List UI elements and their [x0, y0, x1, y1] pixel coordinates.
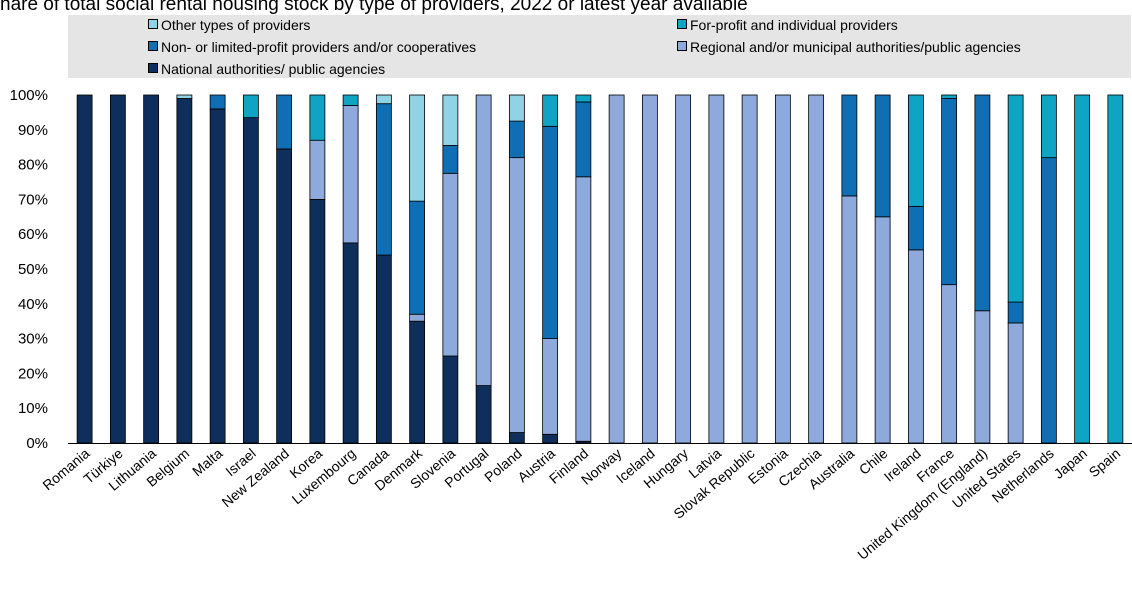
bar-segment	[808, 94, 825, 444]
bar-segment	[508, 120, 525, 159]
y-tick-label: 100%	[10, 87, 48, 104]
bar-segment	[542, 94, 559, 127]
bar-segment	[176, 94, 193, 99]
bar-segment	[1040, 94, 1057, 159]
y-tick-label: 50%	[18, 261, 48, 278]
bar-segment	[375, 94, 392, 105]
legend-swatch-regional	[677, 41, 687, 51]
bar-segment	[1007, 301, 1024, 324]
bar-segment	[409, 200, 426, 315]
legend-label-national: National authorities/ public agencies	[161, 61, 386, 77]
legend-swatch-national	[148, 63, 158, 73]
bar-segment	[409, 94, 426, 202]
bar-segment	[475, 385, 492, 444]
bar-segment	[342, 94, 359, 106]
bar-segment	[1040, 157, 1057, 444]
bar-segment	[641, 94, 658, 444]
bar-segment	[974, 94, 991, 312]
y-tick-label: 40%	[18, 296, 48, 313]
bar-segment	[907, 249, 924, 444]
bar-segment	[442, 172, 459, 357]
bar-segment	[1107, 94, 1124, 444]
bar-segment	[209, 94, 226, 110]
bar-segment	[176, 98, 193, 444]
legend-label-for-profit: For-profit and individual providers	[690, 17, 898, 33]
bar-segment	[941, 284, 958, 444]
bar-segment	[1007, 322, 1024, 444]
bar-segment	[575, 176, 592, 442]
chart-title: hare of total social rental housing stoc…	[0, 0, 748, 15]
legend-label-other: Other types of providers	[161, 17, 311, 33]
bar-segment	[974, 310, 991, 444]
bar-segment	[841, 195, 858, 444]
bar-segment	[508, 432, 525, 444]
bar-segment	[276, 148, 293, 444]
y-tick-label: 80%	[18, 157, 48, 174]
bar-segment	[841, 94, 858, 197]
legend: Other types of providers For-profit and …	[68, 15, 1131, 78]
y-tick-label: 10%	[18, 400, 48, 417]
bar-segment	[575, 94, 592, 103]
bar-segment	[508, 94, 525, 122]
y-tick-label: 30%	[18, 331, 48, 348]
y-tick-label: 20%	[18, 365, 48, 382]
y-tick-label: 70%	[18, 191, 48, 208]
bar-segment	[941, 98, 958, 286]
y-tick-label: 60%	[18, 226, 48, 243]
bar-segment	[542, 433, 559, 444]
x-tick-label: Malta	[189, 445, 226, 479]
bar-segment	[907, 94, 924, 207]
legend-label-non-profit: Non- or limited-profit providers and/or …	[161, 39, 477, 55]
y-tick-label: 90%	[18, 122, 48, 139]
bar-segment	[774, 94, 791, 444]
bar-segment	[542, 125, 559, 339]
bar-segment	[143, 94, 160, 444]
legend-swatch-other	[148, 19, 158, 29]
y-tick-label: 0%	[26, 435, 48, 452]
bar-segment	[76, 94, 93, 444]
bar-segment	[508, 157, 525, 433]
bar-segment	[475, 94, 492, 386]
legend-label-regional: Regional and/or municipal authorities/pu…	[690, 39, 1021, 55]
x-tick-label: Poland	[481, 445, 525, 485]
bar-segment	[242, 94, 259, 119]
bar-segment	[708, 94, 725, 444]
bar-segment	[375, 103, 392, 256]
bar-segment	[342, 242, 359, 444]
bar-segment	[575, 101, 592, 178]
bar-segment	[608, 94, 625, 444]
bar-segment	[442, 355, 459, 444]
bar-segment	[874, 216, 891, 444]
bar-segment	[741, 94, 758, 444]
bar-segment	[109, 94, 126, 444]
bar-segment	[675, 94, 692, 444]
bar-segment	[309, 94, 326, 141]
bar-segment	[542, 338, 559, 435]
bar-segment	[276, 94, 293, 150]
bar-segment	[1007, 94, 1024, 303]
x-tick-label: Japan	[1051, 445, 1091, 482]
bar-segment	[242, 117, 259, 444]
bar-segment	[442, 94, 459, 146]
bar-segment	[409, 313, 426, 322]
x-tick-label: Romania	[39, 445, 92, 493]
bar-segment	[342, 105, 359, 244]
legend-swatch-for-profit	[677, 19, 687, 29]
bar-segment	[907, 205, 924, 251]
bar-segment	[209, 108, 226, 444]
bar-segment	[309, 139, 326, 200]
bar-segment	[941, 94, 958, 99]
bar-segment	[375, 254, 392, 444]
bar-segment	[874, 94, 891, 218]
bar-segment	[309, 198, 326, 444]
bar-segment	[1074, 94, 1091, 444]
bar-segment	[442, 145, 459, 174]
bar-segment	[409, 320, 426, 444]
x-tick-label: Spain	[1086, 445, 1124, 480]
legend-swatch-non-profit	[148, 41, 158, 51]
